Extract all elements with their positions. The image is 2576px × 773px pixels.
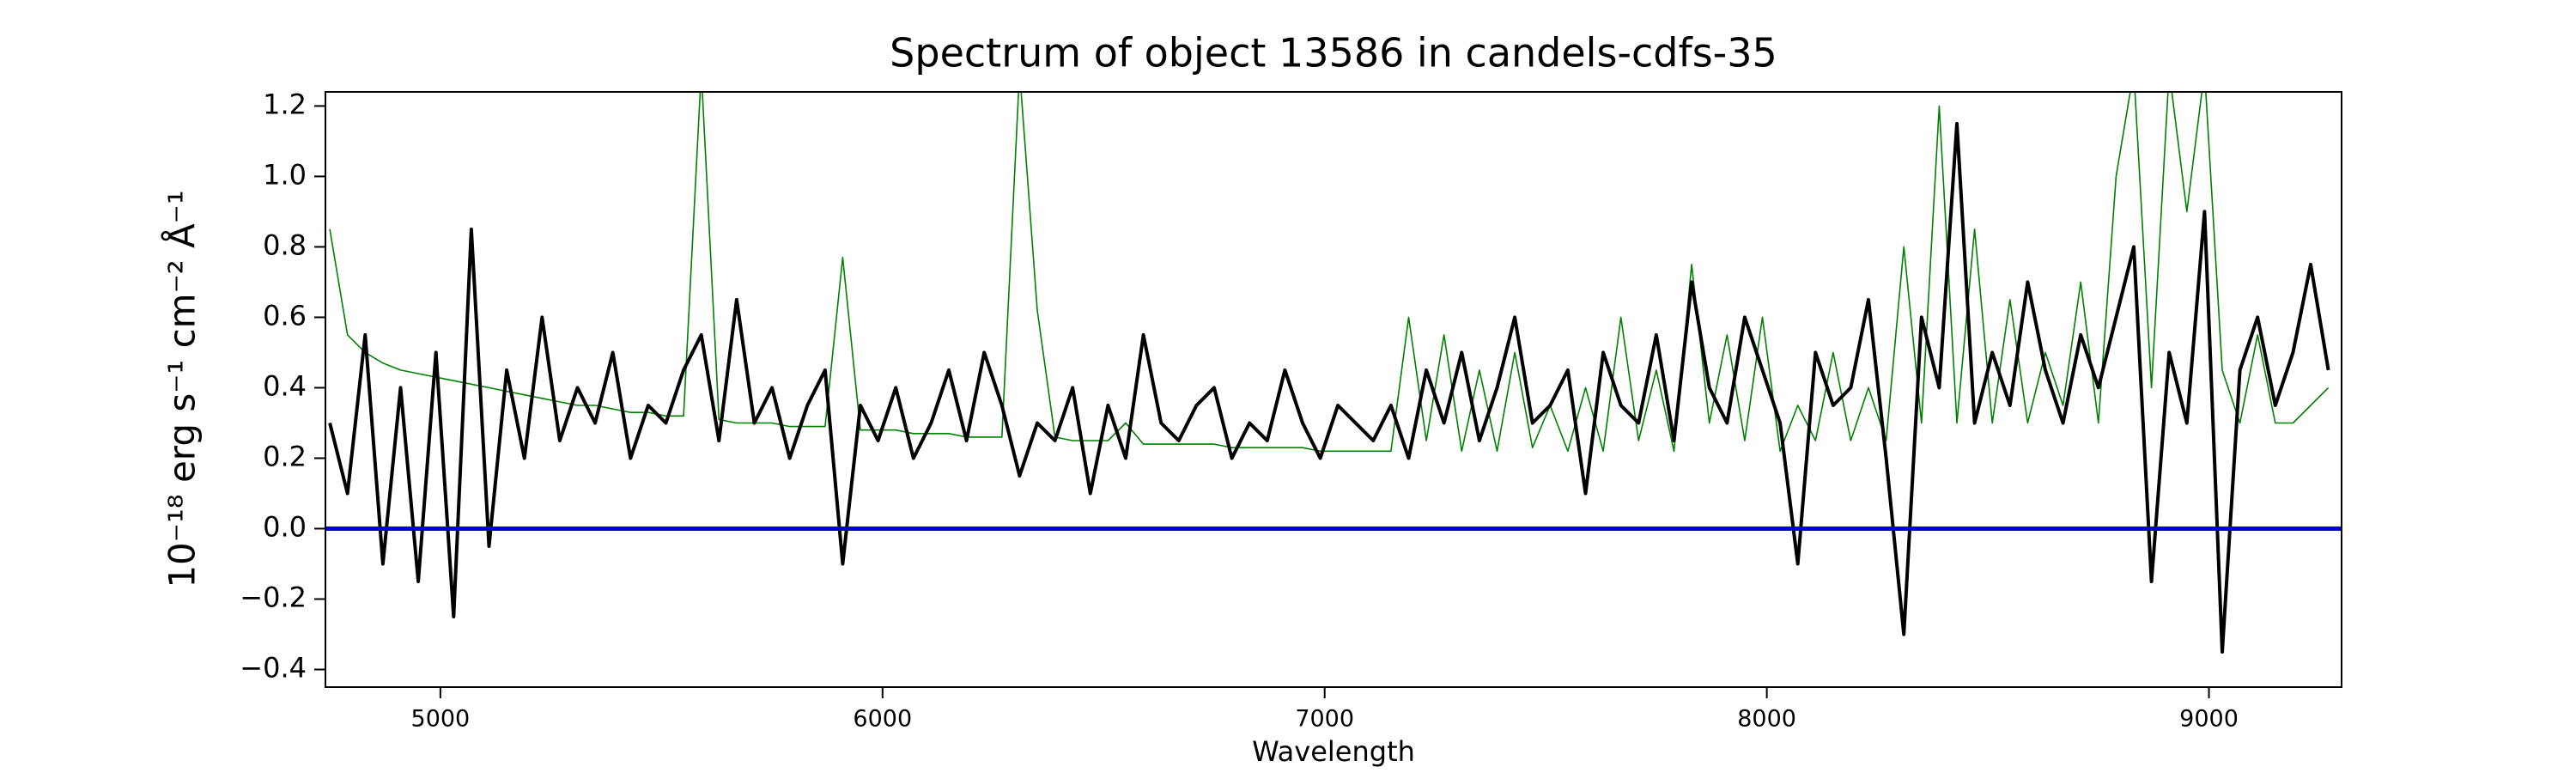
- y-tick-label: 1.0: [263, 158, 307, 191]
- spectrum-line: [328, 121, 2330, 654]
- chart-title: Spectrum of object 13586 in candels-cdfs…: [890, 30, 1777, 76]
- x-tick-label: 5000: [411, 706, 471, 733]
- y-tick-label: 0.6: [263, 299, 307, 332]
- y-tick-label: 0.4: [263, 369, 307, 402]
- x-axis-label: Wavelength: [1252, 735, 1415, 768]
- y-tick-label: 0.8: [263, 228, 307, 261]
- plot-frame: [325, 91, 2342, 688]
- x-tick-label: 9000: [2179, 706, 2239, 733]
- y-tick-label: −0.2: [240, 581, 307, 613]
- spectrum-line: [329, 92, 2330, 453]
- y-tick-label: 1.2: [263, 88, 307, 120]
- y-tick-label: 0.2: [263, 440, 307, 472]
- y-axis-label: 10⁻¹⁸ erg s⁻¹ cm⁻² Å⁻¹: [161, 190, 204, 587]
- y-tick-label: −0.4: [240, 651, 307, 684]
- plot-area: [325, 92, 2342, 654]
- x-tick-label: 8000: [1737, 706, 1796, 733]
- x-tick-label: 7000: [1295, 706, 1354, 733]
- y-tick-label: 0.0: [263, 510, 307, 543]
- x-tick-label: 6000: [853, 706, 912, 733]
